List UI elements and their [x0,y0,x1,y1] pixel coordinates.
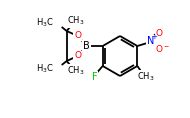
Text: O: O [74,51,81,61]
Text: +: + [151,34,157,40]
Text: H$_3$C: H$_3$C [36,17,54,29]
Text: B: B [83,41,90,51]
Text: O$^-$: O$^-$ [155,42,170,53]
Text: N: N [147,36,154,46]
Text: O: O [156,29,163,38]
Text: F: F [92,72,97,82]
Text: CH$_3$: CH$_3$ [67,15,84,27]
Text: CH$_3$: CH$_3$ [67,65,84,77]
Text: CH$_3$: CH$_3$ [137,71,154,83]
Text: H$_3$C: H$_3$C [36,63,54,75]
Text: O: O [74,32,81,40]
